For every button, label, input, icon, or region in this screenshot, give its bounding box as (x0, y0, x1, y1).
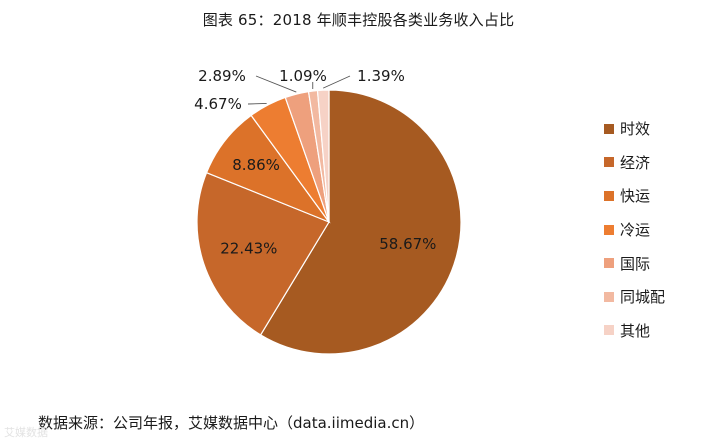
legend-label: 国际 (620, 254, 651, 273)
leader-line-国际 (255, 75, 297, 93)
legend-swatch (604, 157, 614, 168)
legend-swatch (604, 123, 614, 134)
data-label-冷运: 4.67% (194, 95, 242, 113)
legend-item-冷运: 冷运 (604, 213, 665, 247)
legend-swatch (604, 224, 614, 235)
legend-item-国际: 国际 (604, 246, 665, 280)
data-label-经济: 22.43% (220, 240, 277, 258)
pie-slice-经济 (196, 171, 330, 336)
legend-swatch (604, 325, 614, 336)
legend-label: 冷运 (620, 221, 651, 240)
watermark: 艾媒数据 (4, 426, 48, 439)
legend-item-快运: 快运 (604, 179, 665, 213)
leader-line-其他 (322, 75, 351, 89)
pie-slice-时效 (259, 89, 462, 355)
chart-title: 图表 65：2018 年顺丰控股各类业务收入占比 (202, 11, 515, 29)
legend-label: 经济 (620, 153, 651, 172)
data-label-快运: 8.86% (232, 156, 280, 174)
data-label-时效: 58.67% (379, 235, 436, 253)
legend-label: 时效 (620, 120, 651, 139)
pie-slice-其他 (316, 89, 330, 223)
legend-swatch (604, 258, 614, 269)
legend-item-经济: 经济 (604, 146, 665, 180)
chart-legend: 时效经济快运冷运国际同城配其他 (604, 112, 665, 347)
leader-line-冷运 (247, 102, 267, 105)
legend-swatch (604, 291, 614, 302)
legend-label: 其他 (620, 321, 651, 340)
legend-label: 快运 (620, 187, 651, 206)
legend-item-时效: 时效 (604, 112, 665, 146)
data-label-国际: 2.89% (198, 67, 246, 85)
legend-item-同城配: 同城配 (604, 280, 665, 314)
data-label-同城配: 1.09% (279, 67, 327, 85)
source-note: 数据来源：公司年报，艾媒数据中心（data.iimedia.cn） (38, 414, 425, 432)
data-label-其他: 1.39% (357, 67, 405, 85)
legend-label: 同城配 (620, 288, 666, 307)
legend-swatch (604, 190, 614, 201)
legend-item-其他: 其他 (604, 314, 665, 348)
